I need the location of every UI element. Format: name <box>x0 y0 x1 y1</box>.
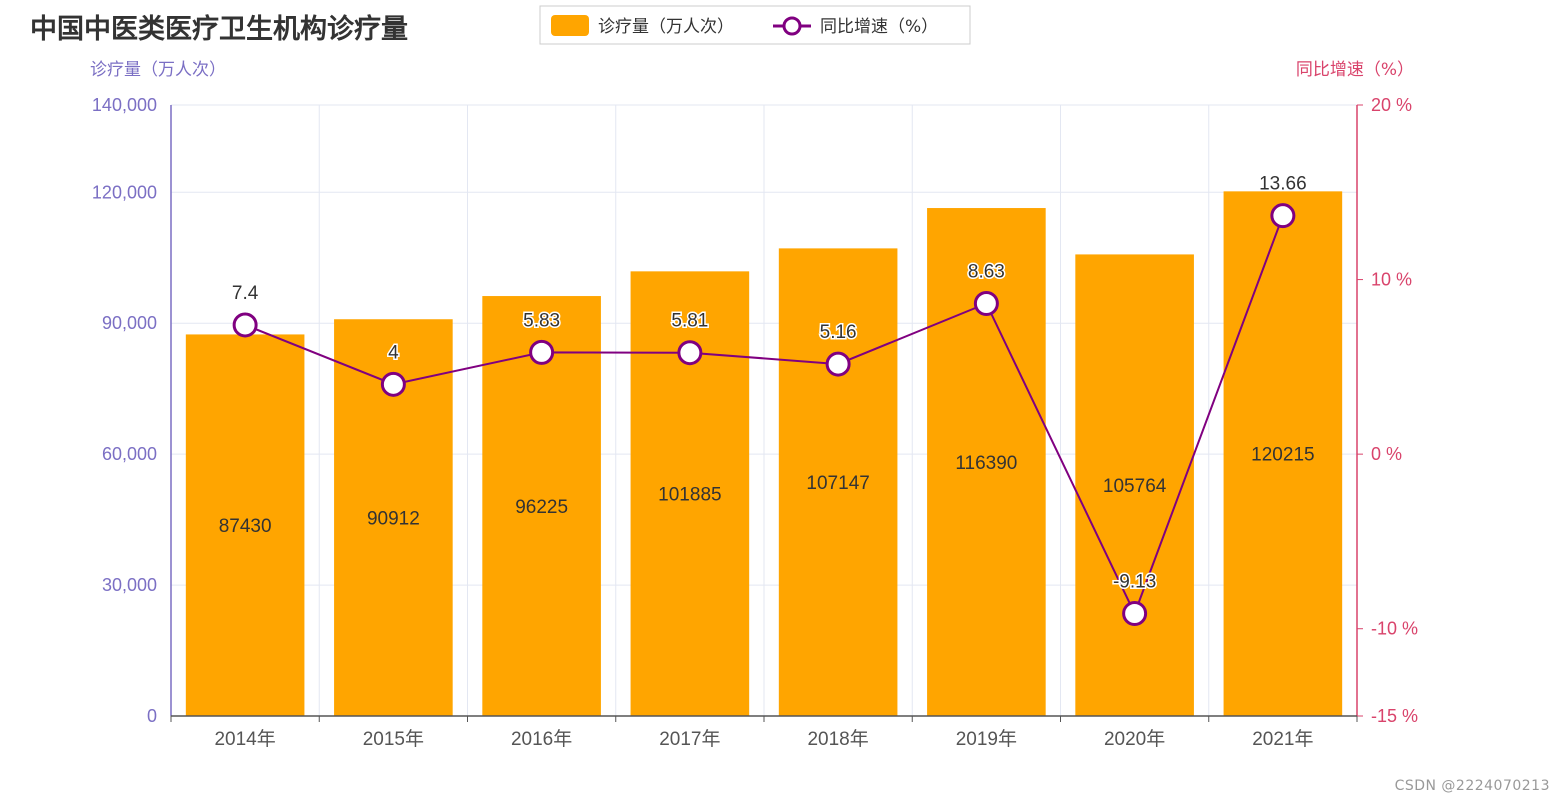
x-tick-label: 2020年 <box>1104 728 1165 750</box>
y-left-tick-label: 60,000 <box>102 444 157 464</box>
bar <box>482 296 601 716</box>
bar <box>1223 191 1343 716</box>
chart-title: 中国中医类医疗卫生机构诊疗量 <box>30 13 408 45</box>
legend-line-marker <box>782 16 802 36</box>
x-tick-label: 2021年 <box>1252 728 1313 750</box>
growth-value-label: 4 <box>388 342 399 363</box>
x-tick-label: 2016年 <box>511 728 572 750</box>
growth-value-label: 5.83 <box>523 310 560 331</box>
y-left-tick-label: 140,000 <box>92 95 157 115</box>
legend-box <box>539 5 971 45</box>
x-tick-label: 2014年 <box>214 728 275 750</box>
bar <box>1075 254 1194 716</box>
growth-value-label: -9.13 <box>1113 572 1156 593</box>
bar-value-label: 87430 <box>219 516 272 537</box>
y-left-tick-label: 120,000 <box>92 182 157 202</box>
growth-point <box>973 290 999 316</box>
bar-value-label: 116390 <box>955 453 1017 474</box>
y-left-tick-label: 30,000 <box>102 575 157 595</box>
growth-value-label: 5.16 <box>820 322 857 343</box>
growth-point <box>825 351 851 377</box>
y-right-tick-label: -15 % <box>1371 706 1418 726</box>
bar-value-label: 101885 <box>658 485 721 506</box>
bar-value-label: 96225 <box>515 497 568 518</box>
x-tick-label: 2015年 <box>363 728 424 750</box>
y-right-axis-title: 同比增速（%） <box>1296 60 1414 80</box>
y-left-axis-title: 诊疗量（万人次） <box>90 60 226 80</box>
legend-bar-label[interactable]: 诊疗量（万人次） <box>598 17 734 37</box>
growth-value-label: 7.4 <box>232 283 259 304</box>
growth-value-label: 8.63 <box>968 261 1005 282</box>
y-left-tick-label: 0 <box>147 706 157 726</box>
growth-value-label: 5.81 <box>671 311 708 332</box>
watermark: CSDN @2224070213 <box>1394 778 1550 794</box>
y-right-tick-label: 0 % <box>1371 444 1402 464</box>
x-tick-label: 2017年 <box>659 728 720 750</box>
growth-point <box>677 340 703 366</box>
growth-value-label: 13.66 <box>1259 174 1307 195</box>
y-right-tick-label: 10 % <box>1371 270 1412 290</box>
growth-point <box>1122 601 1148 627</box>
growth-point <box>529 339 555 365</box>
y-right-tick-label: 20 % <box>1371 95 1412 115</box>
bar-value-label: 120215 <box>1251 445 1314 466</box>
legend-bar-swatch <box>551 15 589 36</box>
bar-value-label: 90912 <box>367 509 420 530</box>
growth-point <box>232 312 258 338</box>
y-left-tick-label: 90,000 <box>102 313 157 333</box>
growth-line <box>232 203 1296 627</box>
y-right-tick-label: -10 % <box>1371 619 1418 639</box>
bar-value-label: 107147 <box>806 473 869 494</box>
x-tick-label: 2019年 <box>956 728 1017 750</box>
bar <box>185 334 305 716</box>
data-labels: 87430 90912 96225 101885 107147 116390 105764 1… <box>219 172 1315 594</box>
axes: 0 30,000 60,000 90,000 120,000 140,000 -15 % -1… <box>92 95 1418 750</box>
growth-point <box>1270 203 1296 229</box>
bar-value-label: 105764 <box>1103 476 1167 497</box>
x-tick-label: 2018年 <box>807 728 868 750</box>
growth-point <box>380 371 406 397</box>
legend-line-label[interactable]: 同比增速（%） <box>820 17 938 37</box>
bar <box>778 248 898 716</box>
growth-polyline <box>244 215 1284 617</box>
legend[interactable]: 诊疗量（万人次） 同比增速（%） <box>539 5 971 45</box>
